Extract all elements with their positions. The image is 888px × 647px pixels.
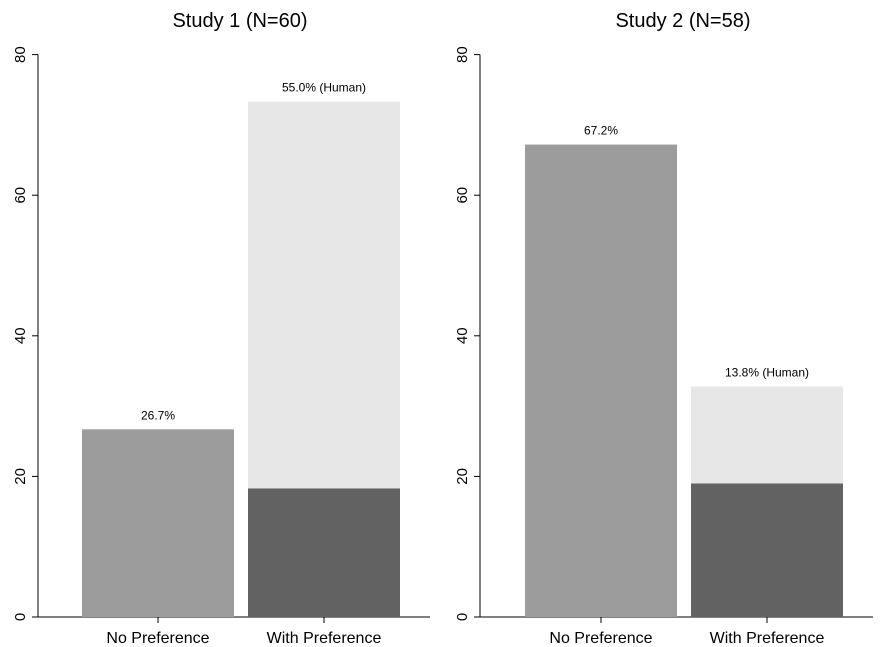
chart-title: Study 1 (N=60): [172, 10, 307, 32]
y-tick-label: 20: [12, 468, 29, 485]
y-tick-label: 0: [12, 613, 29, 621]
chart-title: Study 2 (N=58): [615, 10, 750, 32]
bar-segment-no_preference: [82, 429, 234, 617]
y-tick-label: 20: [454, 468, 471, 485]
bar-segment-algorithm: [691, 483, 843, 617]
x-category-label: With Preference: [267, 630, 382, 647]
x-category-label: With Preference: [710, 630, 825, 647]
y-tick-label: 60: [454, 187, 471, 204]
y-tick-label: 60: [12, 187, 29, 204]
y-tick-label: 80: [454, 46, 471, 63]
y-tick-label: 40: [12, 327, 29, 344]
y-tick-label: 0: [454, 613, 471, 621]
bar-segment-human: [248, 101, 400, 489]
x-category-label: No Preference: [549, 630, 652, 647]
data-label: 26.7%: [141, 408, 175, 422]
bar-segment-no_preference: [525, 144, 677, 618]
y-tick-label: 80: [12, 46, 29, 63]
bar-segment-human: [691, 386, 843, 484]
x-category-label: No Preference: [106, 630, 209, 647]
y-tick-label: 40: [454, 327, 471, 344]
data-label: 55.0% (Human): [282, 81, 366, 95]
bar-segment-algorithm: [248, 488, 400, 617]
data-label: 67.2%: [584, 124, 618, 138]
data-label: 13.8% (Human): [725, 365, 809, 379]
